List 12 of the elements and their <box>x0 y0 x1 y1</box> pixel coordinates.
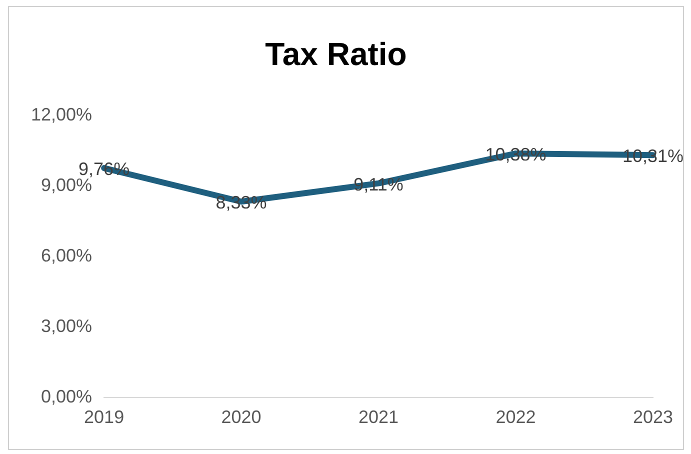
data-label: 10,31% <box>622 146 684 166</box>
x-tick-label: 2019 <box>84 407 124 428</box>
y-tick-label: 6,00% <box>41 245 92 266</box>
data-label: 9,11% <box>354 174 404 194</box>
x-tick-label: 2022 <box>496 407 536 428</box>
y-tick-label: 0,00% <box>41 386 92 406</box>
chart-title: Tax Ratio <box>265 36 407 72</box>
y-tick-label: 3,00% <box>41 316 92 336</box>
x-tick-label: 2023 <box>632 407 673 428</box>
x-tick-label: 2020 <box>221 407 262 428</box>
y-tick-label: 12,00% <box>30 104 92 124</box>
x-tick-label: 2021 <box>358 407 399 428</box>
